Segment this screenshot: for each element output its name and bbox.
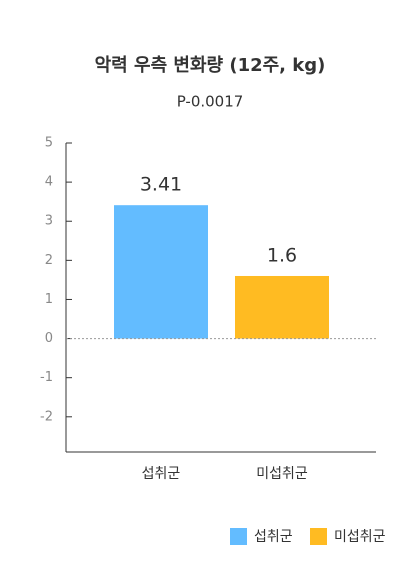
chart-title: 악력 우측 변화량 (12주, kg) [95,55,326,76]
data-label: 1.6 [267,244,297,266]
legend-label: 섭취군 [254,529,293,545]
data-label: 3.41 [140,174,182,196]
y-tick-label: 3 [45,214,53,229]
y-tick-label: 1 [45,292,53,307]
x-tick-label: 미섭취군 [256,466,308,482]
y-tick-label: -2 [40,409,53,424]
bar [114,205,208,339]
legend-label: 미섭취군 [334,529,386,545]
y-tick-label: 4 [45,175,53,190]
x-tick-label: 섭취군 [142,466,181,482]
legend-swatch [310,528,327,545]
y-tick-label: 5 [45,136,53,151]
legend-swatch [230,528,247,545]
y-tick-label: 2 [45,253,53,268]
chart-subtitle: P-0.0017 [177,93,244,111]
y-tick-label: 0 [45,331,53,346]
y-tick-label: -1 [40,370,53,385]
bar [235,275,329,339]
